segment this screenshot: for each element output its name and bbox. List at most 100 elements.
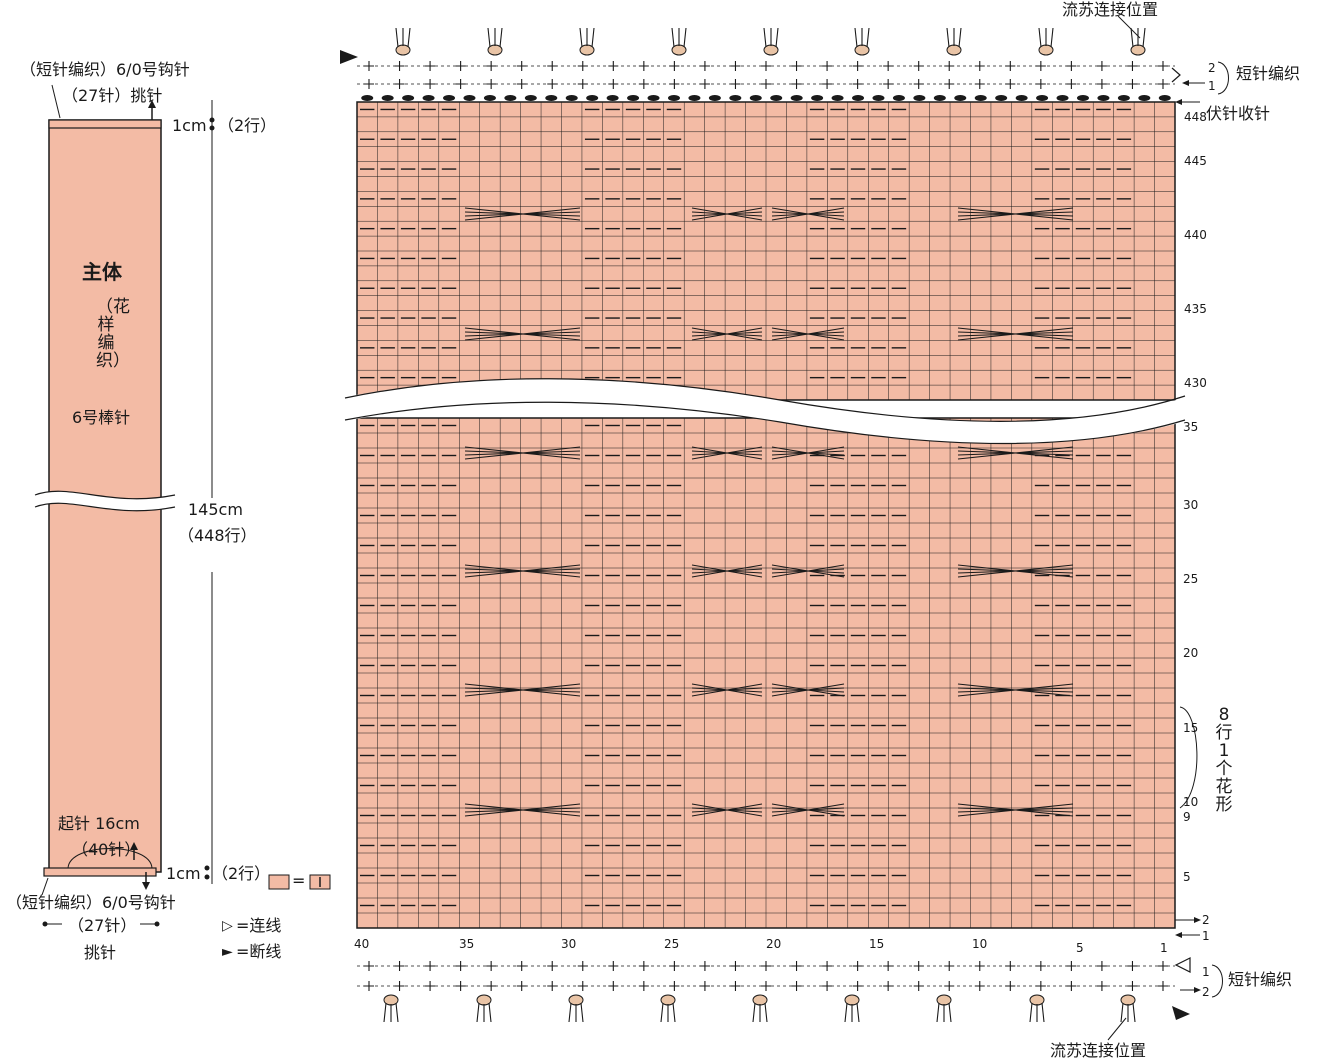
row-number: 30: [1183, 498, 1199, 512]
cable-cross: [771, 327, 845, 341]
bottom-edge-label: （短针编织）6/0号钩针: [6, 893, 176, 912]
sc-stitch: [455, 79, 466, 89]
sc-stitch: [883, 981, 894, 991]
sc-stitch: [669, 61, 680, 71]
stitch-number: 30: [561, 937, 577, 951]
cable-cross: [771, 683, 845, 697]
top-edge-height: 1cm: [172, 116, 207, 135]
sc-stitch: [516, 79, 527, 89]
bind-off-stitch: [1076, 95, 1089, 101]
bind-off-stitch: [422, 95, 435, 101]
top-edge-rows: （2行）: [218, 116, 277, 135]
cable-cross: [691, 564, 763, 578]
fringe-strands: [487, 27, 503, 48]
cable-cross: [464, 327, 581, 341]
edge-row-number: 2: [1208, 61, 1216, 75]
fringe-strands: [1029, 1002, 1045, 1023]
cable-cross: [957, 803, 1074, 817]
sc-stitch: [516, 981, 527, 991]
stitch-number: 20: [766, 937, 782, 951]
knit-chart: [340, 15, 1229, 1041]
sc-stitch: [638, 961, 649, 971]
sc-stitch: [699, 61, 710, 71]
bind-off-stitch: [1117, 95, 1130, 101]
bind-off-stitch: [361, 95, 374, 101]
sc-stitch: [364, 981, 374, 991]
sc-stitch: [974, 961, 985, 971]
bind-off-stitch: [913, 95, 926, 101]
sc-stitch: [577, 961, 588, 971]
row-number: 440: [1184, 228, 1207, 242]
row-number: 5: [1183, 870, 1191, 884]
sc-stitch: [1127, 981, 1138, 991]
sc-stitch: [822, 61, 833, 71]
bottom-pickup-count: （27针）: [68, 916, 137, 935]
fringe-strands: [395, 27, 411, 48]
bind-off-stitch: [688, 95, 701, 101]
sc-bottom-label: 短针编织: [1228, 970, 1293, 989]
row-number: 9: [1183, 810, 1191, 824]
bind-off-stitch: [1138, 95, 1151, 101]
sc-stitch: [974, 79, 985, 89]
sc-stitch: [577, 981, 588, 991]
cable-cross: [771, 564, 845, 578]
cable-cross: [691, 207, 763, 221]
bind-off-stitch: [627, 95, 640, 101]
sc-stitch: [516, 961, 527, 971]
stitch-number: 5: [1076, 941, 1084, 955]
sc-stitch: [364, 61, 374, 71]
cable-cross: [691, 803, 763, 817]
sc-stitch: [1158, 61, 1168, 71]
sc-stitch: [761, 61, 771, 71]
row-number: 445: [1184, 154, 1207, 168]
sc-stitch: [1127, 79, 1138, 89]
bottom-edge-height: 1cm: [166, 864, 201, 883]
sc-stitch: [730, 981, 741, 991]
fringe-strands: [946, 27, 962, 48]
fringe-strands: [1120, 1002, 1136, 1023]
fringe-strands: [1130, 27, 1146, 48]
bind-off-stitch: [565, 95, 578, 101]
bind-off-stitch: [1158, 95, 1171, 101]
sc-stitch: [638, 79, 649, 89]
bind-off-stitch: [463, 95, 476, 101]
cable-cross: [957, 207, 1074, 221]
cable-cross: [464, 803, 581, 817]
length-rows: （448行）: [178, 526, 257, 545]
cast-on-stitches: （40针）: [72, 840, 141, 859]
sc-stitch: [730, 61, 741, 71]
sc-stitch: [1035, 981, 1046, 991]
sc-stitch: [364, 79, 374, 89]
sc-stitch: [1005, 961, 1016, 971]
row-number: 435: [1184, 302, 1207, 316]
bind-off-stitch: [749, 95, 762, 101]
sc-stitch: [364, 961, 374, 971]
sc-stitch: [1066, 981, 1077, 991]
bind-off-stitch: [524, 95, 537, 101]
sc-stitch: [913, 981, 924, 991]
sc-stitch: [394, 981, 405, 991]
sc-stitch: [730, 79, 741, 89]
edge-row-number: 2: [1202, 985, 1210, 999]
cable-cross: [771, 803, 845, 817]
side-row-number: 2: [1202, 913, 1210, 927]
brace-sc-top: [1217, 61, 1229, 95]
stitch-number: 25: [664, 937, 680, 951]
bind-off-stitch: [933, 95, 946, 101]
crochet-edge-top: [357, 61, 1175, 101]
join-marker-top: [1171, 67, 1181, 83]
sc-stitch: [1066, 961, 1077, 971]
fringe-strands: [844, 1002, 860, 1023]
fringe-strands: [936, 1002, 952, 1023]
bind-off-stitch: [667, 95, 680, 101]
legend-join-label: =连线: [236, 916, 282, 935]
sc-stitch: [730, 961, 741, 971]
sc-stitch: [547, 981, 558, 991]
fringe-strands: [568, 1002, 584, 1023]
sc-stitch: [486, 981, 497, 991]
bind-off-stitch: [545, 95, 558, 101]
bind-off-stitch: [831, 95, 844, 101]
sc-stitch: [974, 981, 985, 991]
sc-stitch: [1066, 61, 1077, 71]
